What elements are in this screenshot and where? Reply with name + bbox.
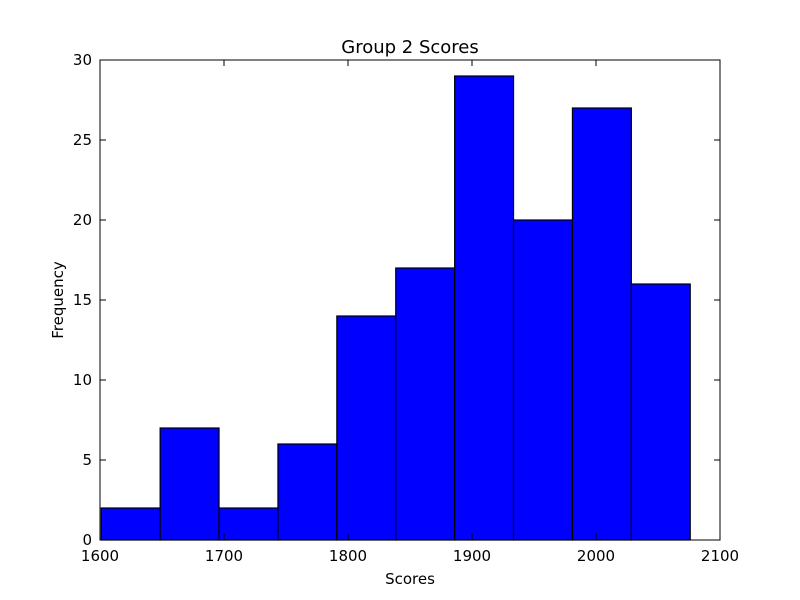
x-tick-label: 1700 — [205, 547, 243, 565]
x-tick-label: 2000 — [577, 547, 615, 565]
y-tick-label: 0 — [82, 531, 92, 549]
histogram-bar — [218, 507, 279, 541]
tick-labels-layer: 1600 1700 1800 1900 2000 2100 0 5 10 15 20 25 30 — [73, 51, 739, 565]
x-tick-label: 1900 — [453, 547, 491, 565]
y-tick-label: 15 — [73, 291, 92, 309]
bars-layer — [100, 75, 691, 541]
histogram-bar — [571, 107, 632, 541]
y-axis-label: Frequency — [49, 261, 67, 339]
chart-title: Group 2 Scores — [341, 37, 479, 58]
y-tick-label: 5 — [82, 451, 92, 469]
histogram-bar — [454, 75, 515, 541]
histogram-bar — [630, 283, 691, 541]
histogram-bar — [512, 219, 574, 541]
x-tick-label: 2100 — [701, 547, 739, 565]
histogram-bar — [100, 507, 161, 541]
y-tick-label: 20 — [73, 211, 92, 229]
histogram-bar — [159, 427, 220, 541]
plot-frame — [99, 59, 721, 541]
histogram-bar — [395, 267, 456, 541]
histogram-bar — [336, 315, 397, 541]
y-tick-label: 25 — [73, 131, 92, 149]
x-tick-label: 1800 — [329, 547, 367, 565]
x-axis-label: Scores — [385, 570, 435, 588]
x-tick-label: 1600 — [81, 547, 119, 565]
histogram-bar — [277, 443, 338, 541]
y-tick-label: 10 — [73, 371, 92, 389]
y-tick-label: 30 — [73, 51, 92, 69]
